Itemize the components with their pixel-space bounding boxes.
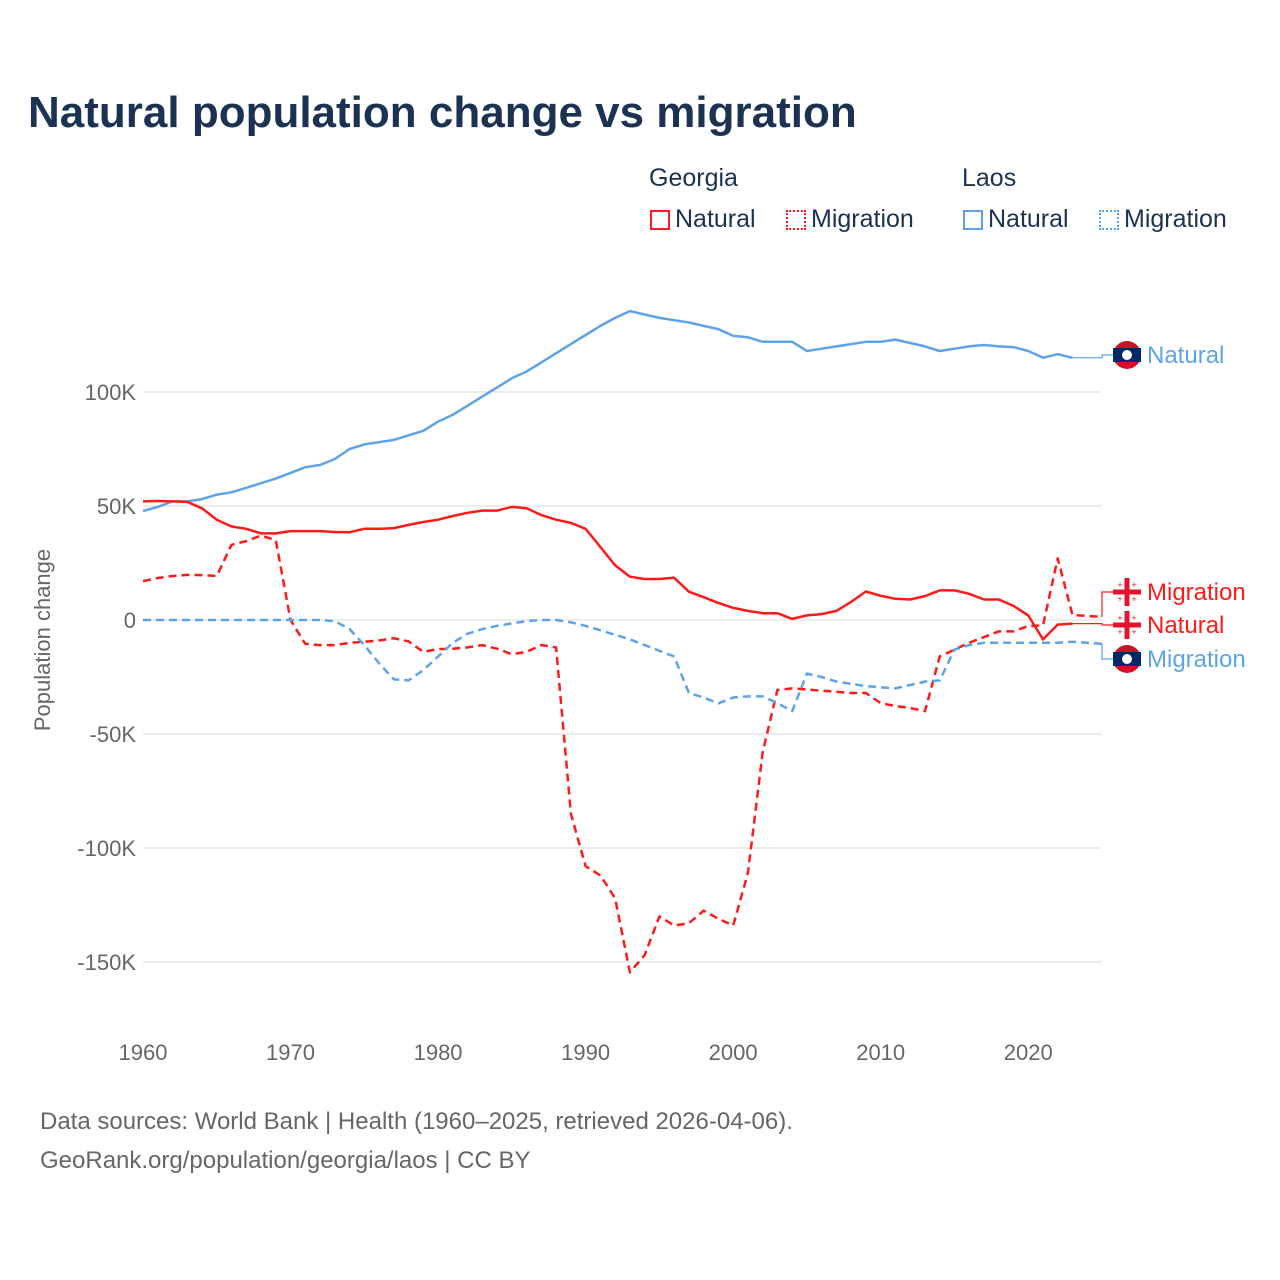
y-tick-label: 50K [97,494,136,519]
laos-flag-disc [1122,654,1132,664]
label-connector [1072,354,1114,359]
legend-label: Migration [1124,205,1227,233]
y-tick-label: -150K [77,950,136,975]
legend-swatch-dotted [1099,209,1119,230]
georgia-flag-small-cross: + [1131,613,1136,623]
georgia-flag-cross-v [1124,611,1130,639]
series-end-label: Natural [1147,342,1224,369]
legend-laos-migration[interactable]: Migration [1099,205,1227,234]
y-tick-label: -100K [77,836,136,861]
legend-label: Natural [988,205,1069,233]
x-tick-label: 1960 [119,1040,168,1065]
label-connector [1072,623,1114,626]
x-tick-label: 1970 [266,1040,315,1065]
georgia-flag-cross-v [1124,578,1130,606]
legend-swatch-dotted [786,209,806,230]
legend-group-laos: Laos [962,164,1017,192]
series-line-laos-migration [143,618,1103,713]
georgia-flag-small-cross: + [1131,594,1136,604]
legend-label: Natural [675,205,756,233]
georgia-flag-small-cross: + [1117,613,1122,623]
series-line-georgia-natural [142,499,1073,641]
series-end-label: Migration [1147,646,1246,673]
legend-swatch-solid [963,209,983,230]
footer-sources: Data sources: World Bank | Health (1960–… [40,1108,793,1135]
georgia-flag-small-cross: + [1117,594,1122,604]
label-connector [1101,643,1114,660]
legend-laos-natural[interactable]: Natural [963,205,1069,234]
footer-link[interactable]: GeoRank.org/population/georgia/laos | CC… [40,1147,531,1174]
x-tick-label: 1980 [414,1040,463,1065]
label-connector [1101,591,1114,618]
georgia-flag-small-cross: + [1131,580,1136,590]
x-tick-label: 2010 [856,1040,905,1065]
series-line-laos-natural [142,309,1073,513]
legend-group-georgia: Georgia [649,164,738,192]
legend-georgia-natural[interactable]: Natural [650,205,756,234]
chart-title: Natural population change vs migration [28,88,857,137]
series-end-label: Natural [1147,612,1224,639]
x-tick-label: 2000 [709,1040,758,1065]
y-tick-label: 100K [85,380,137,405]
legend-swatch-solid [650,209,670,230]
x-tick-label: 2020 [1004,1040,1053,1065]
series-line-georgia-migration [142,534,1103,974]
georgia-flag-small-cross: + [1117,627,1122,637]
x-tick-label: 1990 [561,1040,610,1065]
georgia-flag-small-cross: + [1117,580,1122,590]
georgia-flag-small-cross: + [1131,627,1136,637]
laos-flag-disc [1122,350,1132,360]
y-axis-label: Population change [30,549,55,731]
legend-label: Migration [811,205,914,233]
y-tick-label: -50K [90,722,137,747]
legend-georgia-migration[interactable]: Migration [786,205,914,234]
y-tick-label: 0 [124,608,136,633]
series-end-label: Migration [1147,579,1246,606]
